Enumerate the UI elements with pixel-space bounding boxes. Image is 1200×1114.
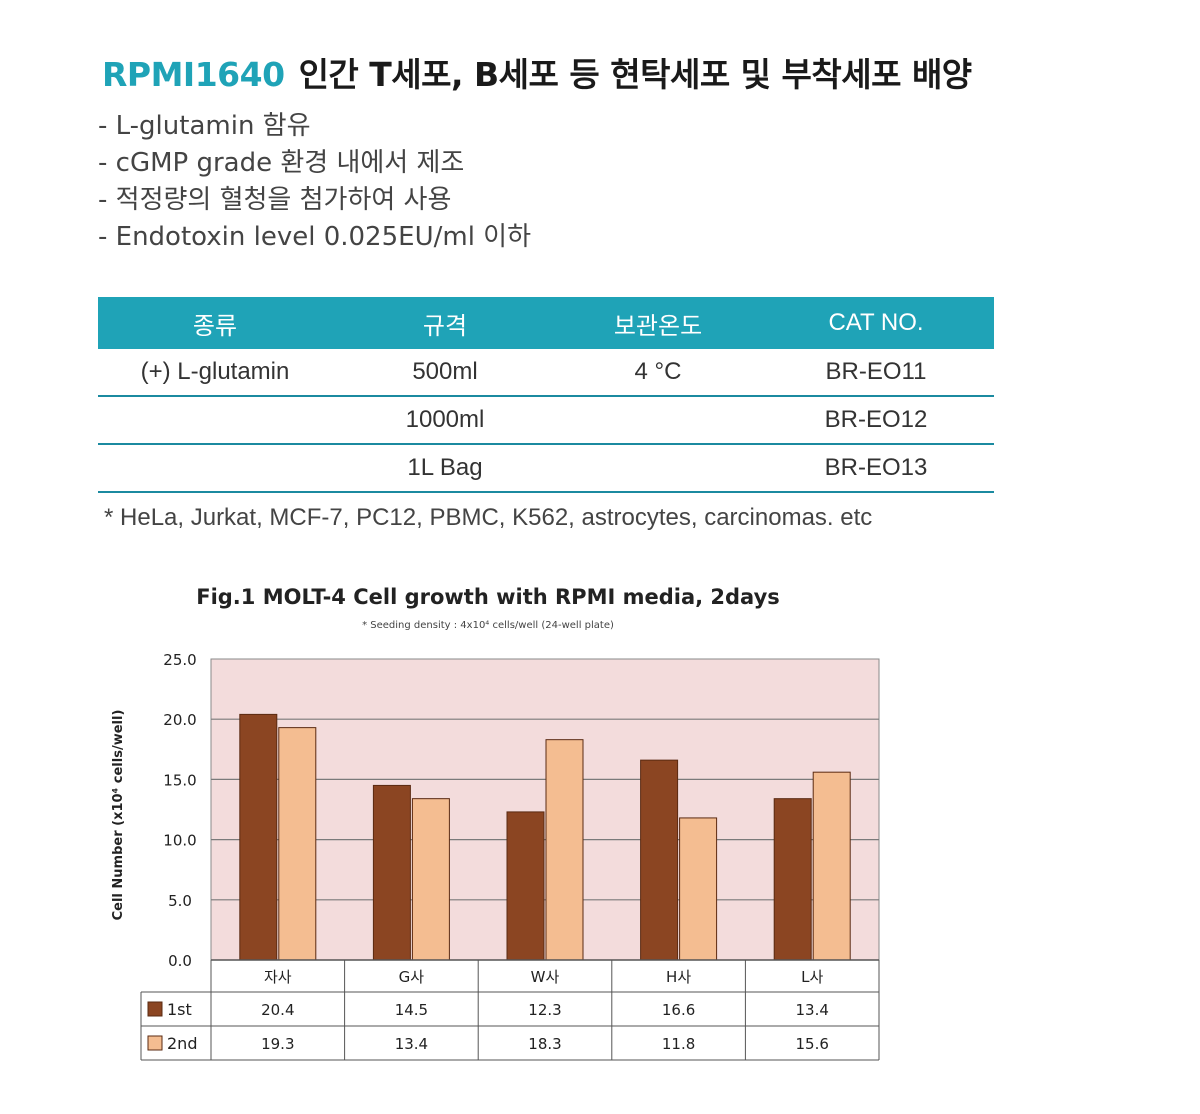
table-row: (+) L-glutamin 500ml 4 °C BR-EO11 <box>98 349 994 397</box>
data-label: 13.4 <box>795 1001 828 1019</box>
chart-title: Fig.1 MOLT-4 Cell growth with RPMI media… <box>196 585 780 609</box>
bar-2nd-2 <box>545 739 584 961</box>
applicable-cells-note: * HeLa, Jurkat, MCF-7, PC12, PBMC, K562,… <box>104 504 873 531</box>
bar-2nd-4 <box>812 771 851 961</box>
y-tick-label: 20.0 <box>163 711 196 729</box>
x-tick-label: 자사 <box>264 968 292 986</box>
bar-2nd-1 <box>411 798 450 961</box>
data-label: 11.8 <box>662 1035 695 1053</box>
bar-2nd-0 <box>278 727 317 961</box>
y-tick-label: 0.0 <box>168 952 192 970</box>
cell-type <box>98 396 332 445</box>
bar-1st-0 <box>239 713 278 961</box>
cell-size: 1L Bag <box>332 444 558 493</box>
table-row: 1000ml BR-EO12 <box>98 396 994 445</box>
cell-storage-temp <box>558 396 758 445</box>
bar-1st-1 <box>372 784 411 961</box>
feature-item: - L-glutamin 함유 <box>98 111 311 141</box>
header-size: 규격 <box>332 297 558 349</box>
table-row: 1L Bag BR-EO13 <box>98 444 994 493</box>
legend-label: 1st <box>167 1000 192 1019</box>
cell-cat-no: BR-EO11 <box>758 349 994 397</box>
cell-type <box>98 444 332 493</box>
header-type: 종류 <box>98 297 332 349</box>
legend-swatch-2nd <box>147 1035 163 1051</box>
cell-size: 500ml <box>332 349 558 397</box>
plot-area <box>210 658 880 961</box>
y-tick-label: 15.0 <box>163 771 196 789</box>
data-label: 18.3 <box>528 1035 561 1053</box>
bar-1st-2 <box>506 811 545 961</box>
page-title: RPMI1640 인간 T세포, B세포 등 현탁세포 및 부착세포 배양 <box>102 48 972 96</box>
cell-size: 1000ml <box>332 396 558 445</box>
data-label: 19.3 <box>261 1035 294 1053</box>
product-subtitle: 인간 T세포, B세포 등 현탁세포 및 부착세포 배양 <box>298 55 973 94</box>
x-tick-label: W사 <box>531 968 560 986</box>
y-tick-label: 10.0 <box>163 832 196 850</box>
bar-1st-3 <box>640 759 679 961</box>
cell-cat-no: BR-EO12 <box>758 396 994 445</box>
feature-list: - L-glutamin 함유 - cGMP grade 환경 내에서 제조 -… <box>98 108 531 256</box>
bar-2nd-3 <box>679 817 718 961</box>
chart-subtitle: * Seeding density : 4x10⁴ cells/well (24… <box>362 620 614 631</box>
y-axis-label: Cell Number (x10⁴ cells/well) <box>111 710 126 921</box>
data-label: 14.5 <box>395 1001 428 1019</box>
legend-swatch-1st <box>147 1001 163 1017</box>
data-label: 12.3 <box>528 1001 561 1019</box>
cell-storage-temp <box>558 444 758 493</box>
x-tick-label: L사 <box>801 968 823 986</box>
feature-item: - 적정량의 혈청을 첨가하여 사용 <box>98 185 452 215</box>
legend-label: 2nd <box>167 1034 197 1053</box>
spec-table-header-row: 종류 규격 보관온도 CAT NO. <box>98 297 994 349</box>
data-label: 20.4 <box>261 1001 294 1019</box>
cell-type: (+) L-glutamin <box>98 349 332 397</box>
feature-item: - Endotoxin level 0.025EU/ml 이하 <box>98 222 532 252</box>
y-tick-label: 5.0 <box>168 892 192 910</box>
spec-table: 종류 규격 보관온도 CAT NO. (+) L-glutamin 500ml … <box>98 297 994 493</box>
data-label: 15.6 <box>795 1035 828 1053</box>
header-cat-no: CAT NO. <box>758 297 994 349</box>
cell-growth-chart: Fig.1 MOLT-4 Cell growth with RPMI media… <box>111 585 880 1061</box>
x-tick-label: H사 <box>666 968 691 986</box>
x-tick-label: G사 <box>399 968 425 986</box>
data-label: 13.4 <box>395 1035 428 1053</box>
feature-item: - cGMP grade 환경 내에서 제조 <box>98 148 465 178</box>
data-label: 16.6 <box>662 1001 695 1019</box>
cell-storage-temp: 4 °C <box>558 349 758 397</box>
bar-1st-4 <box>773 798 812 961</box>
y-tick-label: 25.0 <box>163 651 196 669</box>
cell-cat-no: BR-EO13 <box>758 444 994 493</box>
product-name: RPMI1640 <box>102 55 285 94</box>
header-storage-temp: 보관온도 <box>558 297 758 349</box>
